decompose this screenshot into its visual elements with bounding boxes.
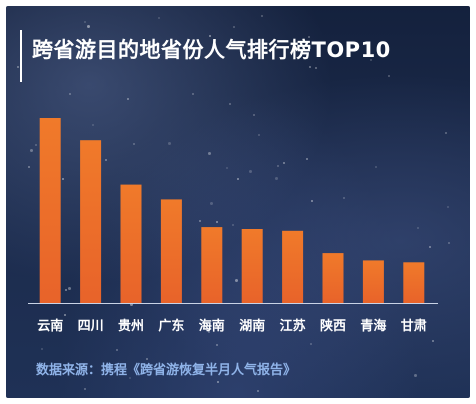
bar-湖南 — [241, 229, 263, 303]
background-star — [28, 166, 30, 168]
x-tick-label: 江苏 — [280, 318, 306, 334]
bar-陕西 — [322, 253, 344, 304]
background-star — [69, 93, 71, 95]
background-star — [105, 159, 107, 161]
background-star — [432, 340, 434, 342]
background-star — [168, 142, 171, 145]
background-star — [310, 343, 312, 345]
background-star — [283, 162, 285, 164]
x-tick-label: 甘肃 — [401, 318, 427, 334]
background-star — [275, 177, 278, 180]
background-star — [414, 374, 417, 377]
background-star — [388, 75, 390, 77]
x-tick-label: 广东 — [158, 318, 184, 334]
background-star — [64, 314, 66, 316]
background-star — [92, 124, 94, 126]
background-star — [375, 166, 377, 168]
background-star — [311, 200, 313, 202]
bar-广东 — [160, 199, 182, 303]
x-tick-label: 贵州 — [118, 318, 144, 334]
chart-title: 跨省游目的地省份人气排行榜TOP10 — [32, 38, 391, 62]
background-star — [253, 328, 255, 330]
data-source-note: 数据来源：携程《跨省游恢复半月人气报告》 — [36, 363, 297, 378]
title-accent-bar — [20, 30, 22, 82]
background-star — [253, 114, 255, 116]
x-tick-label: 云南 — [37, 318, 63, 334]
background-star — [129, 377, 131, 379]
background-star — [210, 202, 213, 205]
x-tick-label: 四川 — [78, 319, 104, 334]
background-star — [68, 287, 71, 290]
background-star — [232, 224, 234, 226]
x-tick-label: 陕西 — [320, 318, 346, 334]
background-star — [447, 206, 449, 208]
background-star — [217, 381, 219, 383]
background-star — [343, 197, 345, 199]
background-star — [158, 17, 160, 19]
background-star — [133, 143, 135, 145]
bar-甘肃 — [403, 262, 425, 303]
background-star — [448, 242, 450, 244]
bar-海南 — [201, 227, 223, 303]
background-star — [17, 66, 19, 68]
background-star — [192, 93, 194, 95]
background-star — [370, 59, 372, 61]
background-star — [84, 21, 86, 23]
background-star — [116, 349, 118, 351]
background-star — [308, 36, 310, 38]
background-star — [30, 149, 33, 152]
bars-group — [39, 118, 425, 304]
background-star — [261, 15, 263, 17]
background-star — [235, 279, 238, 282]
background-star — [417, 227, 419, 229]
x-tick-label: 海南 — [199, 318, 225, 334]
background-star — [216, 221, 218, 223]
x-tick-label: 青海 — [360, 318, 386, 334]
chart-card: 跨省游目的地省份人气排行榜TOP10 云南 四川 贵州 广东 海南 湖南 江苏 陕西 青海 甘肃 … — [6, 6, 470, 398]
background-star — [209, 35, 211, 37]
background-star — [258, 134, 260, 136]
background-star — [277, 165, 279, 167]
bar-chart: 云南 四川 贵州 广东 海南 湖南 江苏 陕西 青海 甘肃 — [28, 118, 438, 334]
background-star — [199, 220, 201, 222]
background-star — [257, 390, 259, 392]
background-star — [445, 132, 447, 134]
bar-云南 — [39, 118, 61, 303]
background-star — [306, 158, 308, 160]
x-tick-label: 湖南 — [239, 318, 265, 334]
background-star — [226, 167, 228, 169]
background-star — [146, 358, 148, 360]
background-star — [65, 289, 67, 291]
x-tick-labels: 云南 四川 贵州 广东 海南 湖南 江苏 陕西 青海 甘肃 — [37, 318, 427, 334]
background-star — [249, 170, 252, 173]
background-star — [229, 103, 231, 105]
background-star — [208, 331, 210, 333]
bar-四川 — [80, 140, 102, 303]
background-star — [87, 25, 90, 28]
bar-青海 — [362, 260, 384, 303]
background-star — [315, 67, 317, 69]
background-star — [309, 66, 311, 68]
background-star — [35, 144, 37, 146]
background-star — [429, 246, 431, 248]
background-star — [130, 303, 133, 306]
background-star — [62, 178, 64, 180]
background-star — [216, 344, 218, 346]
bar-江苏 — [282, 230, 304, 303]
background-star — [84, 388, 86, 390]
background-star — [293, 40, 295, 42]
background-star — [233, 26, 235, 28]
background-star — [127, 98, 129, 100]
background-star — [208, 152, 211, 155]
background-star — [41, 348, 43, 350]
bar-贵州 — [120, 184, 142, 303]
background-star — [237, 178, 239, 180]
